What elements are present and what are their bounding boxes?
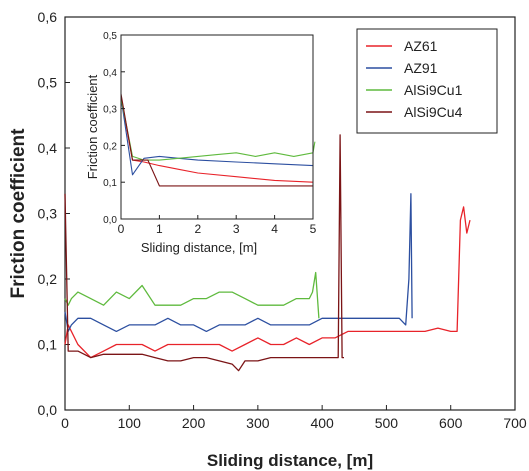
inset-y-tick-label: 0,2	[103, 141, 117, 152]
inset-y-axis-title: Friction coefficient	[85, 74, 100, 179]
inset-y-tick-label: 0,4	[103, 68, 117, 79]
inset-y-tick-label: 0,3	[103, 105, 117, 116]
x-tick-label: 200	[182, 415, 206, 431]
y-axis-title: Friction coefficient	[8, 128, 29, 299]
y-tick-label: 0,5	[38, 75, 58, 91]
legend-label-az91: AZ91	[404, 60, 438, 76]
inset-x-tick-label: 4	[271, 222, 278, 236]
inset-x-tick-label: 2	[194, 222, 201, 236]
inset-chart: 0 1 2 3 4 5 0,0 0,1 0,2 0,3 0,4 0,5 Sliding distance…	[85, 22, 326, 260]
x-tick-label: 600	[439, 415, 463, 431]
inset-background	[94, 22, 326, 260]
y-tick-label: 0,2	[38, 271, 58, 287]
main-axes: 0 100 200 300 400 500 600 700 0,0 0,1 0,2 0,3 0,4 0,5…	[8, 9, 527, 470]
y-tick-label: 0,4	[38, 140, 58, 156]
inset-x-tick-label: 3	[233, 222, 240, 236]
main-series-line-alsi9cu1	[64, 271, 320, 319]
y-tick-label: 0,3	[38, 206, 58, 222]
inset-series-line-az61	[120, 97, 314, 183]
inset-series-group	[120, 93, 316, 187]
inset-y-tick-label: 0,5	[103, 31, 117, 42]
x-tick-label: 700	[503, 415, 527, 431]
inset-x-tick-label: 0	[118, 222, 125, 236]
inset-y-tick-label: 0,1	[103, 178, 117, 189]
inset-x-axis-title: Sliding distance, [m]	[141, 240, 257, 255]
main-series-line-alsi9cu4	[64, 134, 344, 372]
main-series-line-az61	[64, 206, 471, 359]
main-series-group	[64, 134, 471, 372]
inset-plot-frame	[120, 34, 314, 220]
inset-x-tick-label: 5	[310, 222, 317, 236]
x-tick-label: 100	[118, 415, 142, 431]
legend-label-alsi9cu4: AlSi9Cu4	[404, 104, 463, 120]
x-axis-title: Sliding distance, [m]	[207, 451, 373, 470]
inset-x-tick-label: 1	[156, 222, 163, 236]
legend: AZ61 AZ91 AlSi9Cu1 AlSi9Cu4	[356, 28, 498, 134]
x-tick-label: 0	[61, 415, 69, 431]
x-tick-label: 300	[246, 415, 270, 431]
y-tick-label: 0,1	[38, 337, 58, 353]
legend-label-az61: AZ61	[404, 38, 438, 54]
legend-label-alsi9cu1: AlSi9Cu1	[404, 82, 463, 98]
y-tick-label: 0,0	[38, 402, 58, 418]
y-tick-label: 0,6	[38, 9, 58, 25]
x-tick-label: 500	[375, 415, 399, 431]
inset-series-line-alsi9cu4	[120, 93, 313, 187]
main-series-line-az91	[64, 193, 413, 333]
x-tick-label: 400	[310, 415, 334, 431]
inset-y-tick-label: 0,0	[103, 215, 117, 226]
